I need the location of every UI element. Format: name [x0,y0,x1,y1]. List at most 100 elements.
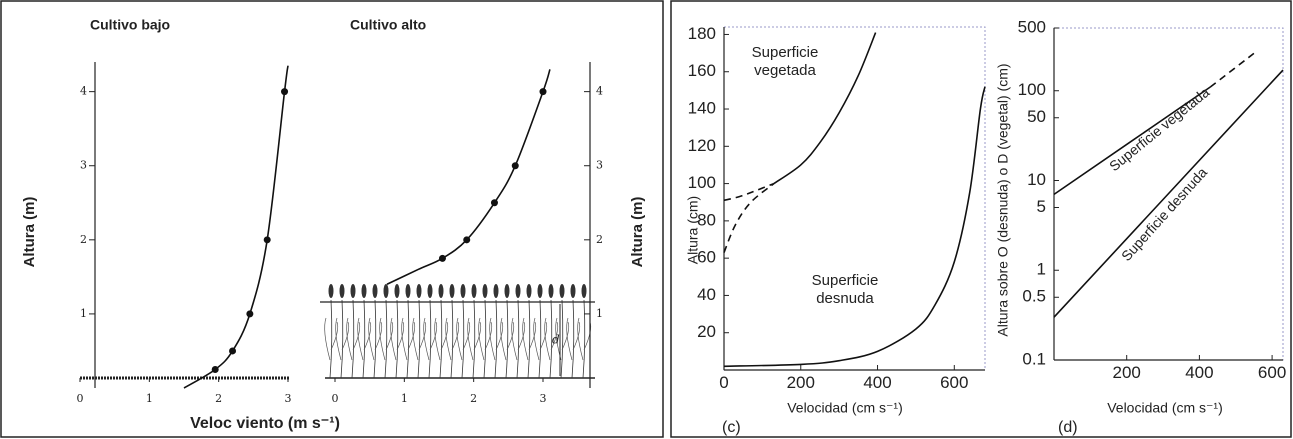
line-series [183,65,289,389]
crop-stem [505,299,509,379]
crop-leaf [390,317,405,361]
x-tick-label: 0 [719,373,728,392]
x-tick-label: 3 [540,392,547,405]
x-tick-label: 2 [215,392,222,405]
x-tick-label: 1 [401,392,408,405]
line-series [1209,49,1259,88]
annotation: Superficie vegetada [751,44,819,79]
y-tick-label: 3 [80,159,87,172]
y-tick-label: 3 [596,159,603,172]
crop-leaf [544,317,559,361]
crop-stem [461,299,465,379]
crop-leaf [445,317,460,361]
crop-stem [483,299,487,379]
crop-ear [372,284,378,298]
x-tick-label: 200 [787,373,815,392]
chart-title: Cultivo bajo [90,17,170,33]
crop-stem [494,299,498,379]
x-tick-label: 0 [332,392,339,405]
y-tick-label: 100 [1018,80,1046,99]
data-point [246,310,254,318]
y-axis-title: Altura (m) [21,197,38,268]
crop-leaf [478,317,493,361]
panel-label: (d) [1058,419,1078,436]
crop-ear [383,284,389,298]
x-axis-title: Velocidad (cm s⁻¹) [1107,400,1223,416]
crop-ear [548,284,554,298]
panel-border [670,0,1292,438]
y-tick-label: 20 [697,322,716,341]
y-tick-label: 500 [1018,17,1046,36]
crop-ear [438,284,444,298]
crop-ear [537,284,543,298]
crop-stem [549,299,553,379]
y-tick-label: 10 [1027,170,1046,189]
crop-leaf [456,317,471,361]
y-tick-label: 2 [596,233,603,246]
y-tick-label: 100 [688,173,716,192]
y-tick-label: 0.1 [1022,349,1046,368]
crop-stem [362,299,366,379]
crop-leaf [335,317,350,361]
y-tick-label: 1 [80,307,87,320]
crop-ear [460,284,466,298]
crop-stem [406,299,410,379]
crop-leaf [412,317,427,361]
crop-ear [416,284,422,298]
x-axis-title: Velocidad (cm s⁻¹) [787,400,903,416]
y-tick-label: 1 [1037,260,1046,279]
x-axis-title: Veloc viento (m s⁻¹) [190,415,340,432]
crop-stem [439,299,443,379]
y-tick-label: 5 [1037,197,1046,216]
crop-ear [581,284,587,298]
crop-stem [538,299,542,379]
y-axis-title: Altura (cm) [685,196,701,264]
crop-leaf [368,317,383,361]
x-tick-label: 400 [863,373,891,392]
crop-stem [417,299,421,379]
crop-leaf [500,317,515,361]
y-tick-label: 120 [688,136,716,155]
crop-stem [373,299,377,379]
crop-stem [340,299,344,379]
data-point [463,236,471,244]
panel-label: (c) [722,419,741,436]
crop-ear [405,284,411,298]
x-tick-label: 2 [470,392,477,405]
crop-leaf [357,317,372,361]
crop-ear [526,284,532,298]
y-tick-label: 1 [596,307,603,320]
y-tick-label: 80 [697,210,716,229]
data-point [229,347,237,355]
crop-stem [428,299,432,379]
crop-leaf [522,317,537,361]
line-series [723,182,775,253]
x-tick-label: 3 [285,392,292,405]
crop-leaf [489,317,504,361]
x-tick-label: 600 [940,373,968,392]
y-tick-label: 140 [688,99,716,118]
crop-ear [559,284,565,298]
data-point [539,88,547,96]
y-tick-label: 40 [697,285,716,304]
crop-leaf [379,317,394,361]
crop-stem [329,299,333,379]
x-tick-label: 400 [1185,363,1213,382]
data-point [281,88,289,96]
crop-stem [560,299,564,379]
crop-stem [395,299,399,379]
crop-stem [351,299,355,379]
x-tick-label: 200 [1113,363,1141,382]
annotation: d [552,333,560,347]
annotation: Superficie vegetada [1106,84,1212,174]
crop-stem [516,299,520,379]
y-tick-label: 4 [80,85,87,98]
data-point [263,236,271,244]
y-tick-label: 60 [697,248,716,267]
crop-leaf [467,317,482,361]
x-tick-label: 1 [146,392,153,405]
crop-ear [394,284,400,298]
annotation: Superficie desnuda [811,272,879,307]
crop-stem [571,299,575,379]
